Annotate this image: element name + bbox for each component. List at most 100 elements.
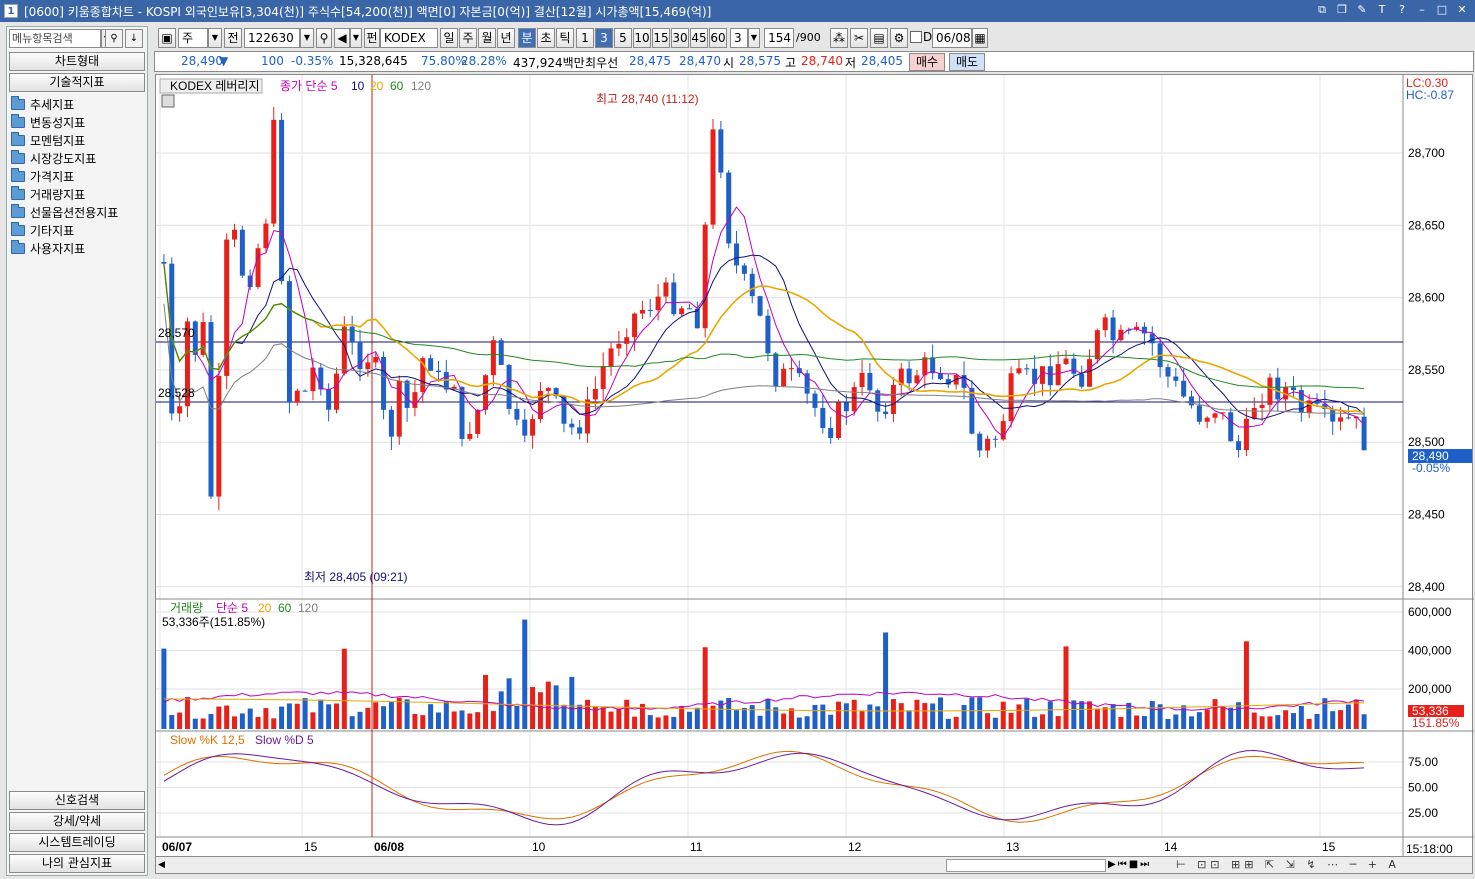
price-tick: 28,550 <box>1408 363 1445 377</box>
candle-body <box>514 408 520 420</box>
technical-indicator-button[interactable]: 기술적지표 <box>9 73 145 92</box>
volume-bar <box>796 717 802 729</box>
volume-bar <box>788 708 794 729</box>
tools-icon[interactable]: ✂ <box>850 28 868 48</box>
interval-10[interactable]: 10 <box>633 28 651 48</box>
date-input[interactable]: 06/08 <box>932 28 972 48</box>
volume-bar <box>577 704 583 729</box>
chevron-down-icon[interactable]: ▼ <box>208 28 222 48</box>
tree-item[interactable]: 가격지표 <box>11 167 118 185</box>
strength-weakness-button[interactable]: 강세/약세 <box>9 812 145 831</box>
drawing-tools-icons[interactable]: ⊢ ⊡⊡ ⊞⊞ ⇱ ⇲ ↯ ⋯ ─ + A <box>1176 858 1400 871</box>
candle-body <box>1196 405 1202 422</box>
period-second[interactable]: 초 <box>537 28 555 48</box>
layout-icon[interactable]: ▣ <box>158 28 176 48</box>
interval-30[interactable]: 30 <box>671 28 689 48</box>
tree-item[interactable]: 선물옵션전용지표 <box>11 203 118 221</box>
volume-bar <box>475 712 481 729</box>
pin-icon[interactable]: ✎ <box>1357 3 1367 16</box>
interval-1[interactable]: 1 <box>576 28 594 48</box>
close-icon[interactable]: ✕ <box>1457 3 1467 16</box>
folder-icon <box>11 185 25 200</box>
copy-icon[interactable]: ❐ <box>1337 3 1347 16</box>
period-select[interactable]: 주 <box>178 28 208 48</box>
period-tick[interactable]: 틱 <box>556 28 574 48</box>
period-week[interactable]: 주 <box>459 28 477 48</box>
save-icon[interactable]: ▤ <box>870 28 888 48</box>
volume-bar <box>1196 712 1202 729</box>
chart-area[interactable]: 28,700 28,650 28,600 28,550 28,500 28,450 28,4… <box>155 74 1474 859</box>
time-label: 15 <box>1322 840 1336 854</box>
stock-code-input[interactable]: 122630 <box>244 28 300 48</box>
volume-bar <box>1126 702 1132 729</box>
tree-item[interactable]: 거래량지표 <box>11 185 118 203</box>
chart-scrollbar[interactable]: ◀ ▶⏮■⏭ ⊢ ⊡⊡ ⊞⊞ ⇱ ⇲ ↯ ⋯ ─ + A <box>155 856 1473 874</box>
grid-toggle-icon[interactable] <box>161 94 175 108</box>
interval-input[interactable]: 3 <box>730 28 748 48</box>
volume-bar <box>616 708 622 729</box>
sell-button[interactable]: 매도 <box>949 53 985 71</box>
low-annotation: 최저 28,405 (09:21) <box>304 570 407 584</box>
folder-icon <box>11 221 25 236</box>
chart-svg[interactable]: 28,700 28,650 28,600 28,550 28,500 28,450 28,4… <box>156 75 1474 859</box>
volume-bar <box>624 699 630 729</box>
volume-bar <box>890 699 896 729</box>
candle-body <box>1204 417 1210 422</box>
interval-5[interactable]: 5 <box>614 28 632 48</box>
period-year[interactable]: 년 <box>497 28 515 48</box>
ratio-2: 28.28% <box>461 54 507 68</box>
speaker-icon[interactable]: ◀ <box>334 28 350 48</box>
menu-search-input[interactable]: 메뉴항목검색 <box>9 29 101 48</box>
tree-item[interactable]: 변동성지표 <box>11 113 118 131</box>
price-tick: 28,600 <box>1408 291 1445 305</box>
prev-button[interactable]: 전 <box>224 28 242 48</box>
tree-item[interactable]: 사용자지표 <box>11 239 118 257</box>
crosshair-icon[interactable]: ⁂ <box>830 28 848 48</box>
gear-icon[interactable]: ⚙ <box>890 28 908 48</box>
scroll-thumb[interactable] <box>946 859 1106 872</box>
system-trading-button[interactable]: 시스템트레이딩 <box>9 833 145 852</box>
chart-type-button[interactable]: 차트형태 <box>9 52 145 71</box>
font-icon[interactable]: T <box>1378 3 1386 16</box>
slow-k-line <box>163 750 1365 823</box>
date-checkbox[interactable] <box>910 31 922 43</box>
interval-45[interactable]: 45 <box>690 28 708 48</box>
volume-bar <box>271 718 277 729</box>
scroll-left-icon[interactable]: ◀ <box>158 860 165 870</box>
my-indicators-button[interactable]: 나의 관심지표 <box>9 854 145 873</box>
interval-3[interactable]: 3 <box>595 28 613 48</box>
search-icon[interactable]: ⚲ <box>105 29 123 48</box>
search-icon[interactable]: ⚲ <box>316 28 332 48</box>
volume-bar <box>1039 714 1045 729</box>
chevron-down-icon[interactable]: ▼ <box>748 28 760 48</box>
candle-body <box>326 389 332 410</box>
interval-15[interactable]: 15 <box>652 28 670 48</box>
maximize-icon[interactable]: □ <box>1436 3 1448 16</box>
volume-bar <box>914 699 920 729</box>
chevron-down-icon[interactable]: ▼ <box>300 28 314 48</box>
help-icon[interactable]: ? <box>1399 3 1405 16</box>
interval-60[interactable]: 60 <box>709 28 727 48</box>
candle-body <box>702 224 708 329</box>
signal-search-button[interactable]: 신호검색 <box>9 791 145 810</box>
candle-body <box>279 119 285 282</box>
buy-button[interactable]: 매수 <box>909 53 945 71</box>
minimize-icon[interactable]: – <box>1419 3 1425 16</box>
indicator-sidebar: 메뉴항목검색 ▼ ⚲ ↓ 차트형태 기술적지표 추세지표 변동성지표 모멘텀지표… <box>6 26 148 876</box>
period-day[interactable]: 일 <box>440 28 458 48</box>
tile-icon[interactable]: ⧉ <box>1318 3 1326 16</box>
volume-bar <box>451 711 457 729</box>
period-minute[interactable]: 분 <box>518 28 536 48</box>
tree-item[interactable]: 추세지표 <box>11 95 118 113</box>
tree-item[interactable]: 시장강도지표 <box>11 149 118 167</box>
chevron-down-icon[interactable]: ▼ <box>350 28 362 48</box>
calendar-icon[interactable]: ▦ <box>972 28 988 48</box>
period-month[interactable]: 월 <box>478 28 496 48</box>
candle-body <box>161 262 167 264</box>
count-input[interactable]: 154 <box>764 28 794 48</box>
playback-icons[interactable]: ▶⏮■⏭ <box>1108 859 1152 870</box>
arrow-down-icon[interactable]: ↓ <box>125 29 143 48</box>
volume-bar <box>192 718 198 729</box>
tree-item[interactable]: 모멘텀지표 <box>11 131 118 149</box>
tree-item[interactable]: 기타지표 <box>11 221 118 239</box>
